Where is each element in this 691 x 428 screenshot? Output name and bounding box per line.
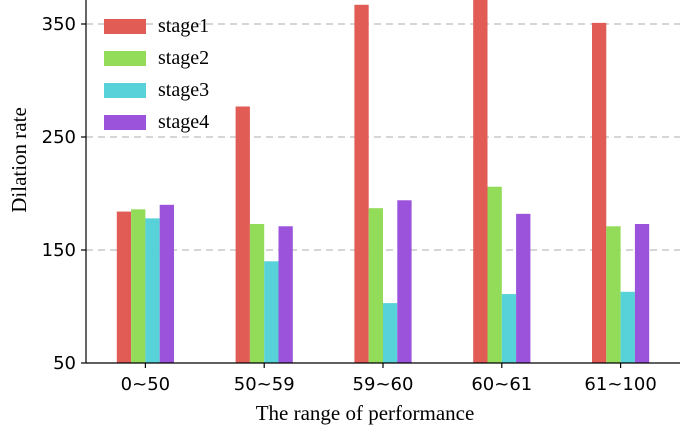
legend-label-stage1: stage1 (158, 15, 209, 37)
bar-stage2-1 (249, 224, 265, 363)
legend-swatch-stage4 (104, 115, 146, 130)
legend: stage1 stage2 stage3 stage4 (104, 15, 209, 133)
bar-stage2-0 (131, 209, 146, 363)
legend-swatch-stage1 (104, 19, 146, 34)
bar-stage2-2 (368, 208, 383, 363)
bar-stage3-2 (383, 303, 398, 363)
y-axis-title: Dilation rate (7, 107, 31, 213)
bars-group (116, 0, 650, 363)
y-tick-label-0: 50 (53, 353, 76, 374)
bar-stage2-3 (487, 186, 502, 363)
bar-stage3-1 (264, 261, 279, 363)
legend-label-stage3: stage3 (158, 79, 209, 101)
grid-lines (86, 23, 680, 251)
x-tick-label-0: 0~50 (121, 374, 170, 395)
bar-stage3-3 (501, 294, 517, 363)
y-tick-label-2: 250 (42, 127, 76, 148)
tick-labels-group: 50 150 250 350 0~50 50~59 59~60 60~61 61~100 (42, 14, 657, 395)
bar-stage1-1 (235, 106, 250, 363)
bar-stage1-4 (592, 22, 607, 363)
bar-stage4-1 (278, 226, 293, 363)
bar-stage3-0 (145, 218, 160, 363)
legend-swatch-stage3 (104, 83, 146, 98)
bar-stage4-4 (634, 224, 650, 363)
legend-label-stage4: stage4 (158, 111, 209, 133)
legend-label-stage2: stage2 (158, 47, 209, 69)
bar-stage1-2 (354, 4, 369, 363)
y-tick-label-3: 350 (42, 14, 76, 35)
bar-stage3-4 (620, 291, 635, 363)
bar-stage2-4 (606, 226, 621, 363)
bar-stage1-0 (116, 211, 132, 363)
bar-stage4-3 (516, 213, 531, 363)
x-tick-label-3: 60~61 (471, 374, 532, 395)
bar-stage1-3 (473, 0, 488, 363)
x-axis-title: The range of performance (256, 401, 475, 425)
legend-swatch-stage2 (104, 51, 146, 66)
bar-stage4-0 (159, 204, 174, 363)
x-tick-label-4: 61~100 (584, 374, 656, 395)
x-tick-label-2: 59~60 (353, 374, 414, 395)
bar-stage4-2 (397, 200, 412, 363)
x-tick-label-1: 50~59 (234, 374, 295, 395)
y-tick-label-1: 150 (42, 240, 76, 261)
